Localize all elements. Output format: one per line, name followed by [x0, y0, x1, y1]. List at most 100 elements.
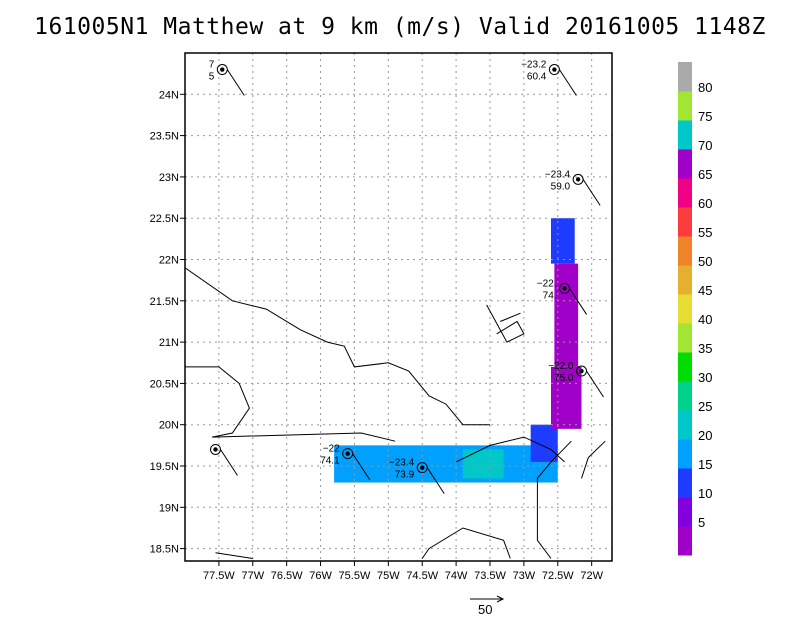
station-marker-center — [213, 447, 218, 452]
y-tick-label: 20.5N — [150, 378, 179, 390]
colorbar-swatch — [678, 410, 692, 440]
station-value: 73.9 — [395, 470, 415, 481]
swath-cell — [551, 366, 582, 429]
swath-cell — [462, 449, 504, 479]
wind-barb — [569, 288, 587, 315]
y-axis-ticks: 18.5N 19N 19.5N 20N 20.5N 21N 21.5N 22N 22.5N 23N… — [150, 89, 185, 556]
colorbar-swatch — [678, 323, 692, 353]
stations: 75−23.260.4−23.459.0−22.74.−22.075.0−227… — [209, 60, 604, 494]
swath-cell — [530, 424, 558, 462]
colorbar-swatch — [678, 497, 692, 527]
colorbar-label: 70 — [698, 138, 712, 153]
colorbar-label: 65 — [698, 167, 712, 182]
x-tick-label: 76W — [309, 570, 332, 582]
wind-barb — [586, 370, 604, 398]
y-tick-label: 22.5N — [150, 213, 179, 225]
y-tick-label: 19N — [159, 502, 179, 514]
coastlines — [185, 267, 606, 559]
station-value: 5 — [209, 72, 215, 83]
y-tick-label: 19.5N — [150, 461, 179, 473]
x-tick-label: 74.5W — [406, 570, 438, 582]
colorbar-swatch — [678, 265, 692, 295]
coastline — [486, 304, 525, 343]
wind-speed-swath — [334, 218, 582, 483]
y-tick-label: 18.5N — [150, 544, 179, 556]
station-value: 60.4 — [527, 72, 547, 83]
chart-title: 161005N1 Matthew at 9 km (m/s) Valid 201… — [34, 14, 766, 40]
station-temperature: −23.2 — [521, 60, 547, 71]
y-tick-label: 21.5N — [150, 296, 179, 308]
coastline — [421, 527, 511, 559]
y-tick-label: 22N — [159, 255, 179, 267]
reference-arrow-head — [496, 595, 505, 603]
colorbar-label: 45 — [698, 283, 712, 298]
coastline — [185, 267, 490, 426]
colorbar-swatch — [678, 120, 692, 150]
colorbar-label: 35 — [698, 341, 712, 356]
colorbar-swatch — [678, 526, 692, 556]
x-tick-label: 74W — [445, 570, 468, 582]
x-tick-label: 77.5W — [203, 570, 235, 582]
colorbar-swatch — [678, 381, 692, 411]
colorbar-swatch — [678, 352, 692, 382]
wind-barb — [558, 69, 577, 96]
station-value: 74.1 — [320, 456, 340, 467]
station-value: 59.0 — [551, 181, 571, 192]
x-axis-ticks: 77.5W 77W 76.5W 76W 75.5W 75W 74.5W 74W 73.5W 73W… — [203, 561, 604, 582]
colorbar-swatch — [678, 62, 692, 92]
colorbar-swatch — [678, 294, 692, 324]
swath-cell — [554, 263, 579, 367]
colorbar: 5 10 15 20 25 30 35 40 45 50 55 60 65 70 75 80 — [678, 62, 712, 556]
colorbar-swatch — [678, 468, 692, 498]
station-temperature: 7 — [209, 60, 215, 71]
x-tick-label: 73W — [513, 570, 536, 582]
swath-cell — [551, 218, 575, 264]
x-tick-label: 76.5W — [271, 570, 303, 582]
x-tick-label: 77W — [241, 570, 264, 582]
colorbar-swatch — [678, 207, 692, 237]
station-marker-center — [345, 451, 350, 456]
station-marker-center — [420, 465, 425, 470]
colorbar-label: 60 — [698, 196, 712, 211]
colorbar-swatch — [678, 439, 692, 469]
colorbar-label: 20 — [698, 428, 712, 443]
y-tick-label: 23.5N — [150, 131, 179, 143]
coastline — [500, 312, 521, 322]
colorbar-label: 80 — [698, 80, 712, 95]
station-marker-center — [579, 368, 584, 374]
x-tick-label: 75W — [377, 570, 400, 582]
swath-cell — [334, 445, 558, 483]
station-temperature: −22. — [537, 278, 557, 289]
colorbar-label: 75 — [698, 109, 712, 124]
wind-barb — [226, 69, 245, 96]
station-temperature: −22.0 — [548, 361, 574, 372]
coastline — [215, 552, 253, 559]
colorbar-label: 30 — [698, 370, 712, 385]
wind-barb — [220, 449, 238, 476]
coastline — [185, 366, 396, 442]
wind-barb — [582, 179, 601, 206]
wind-barb — [352, 453, 371, 480]
x-tick-label: 72.5W — [542, 570, 574, 582]
colorbar-swatch — [678, 178, 692, 208]
station-temperature: −22 — [323, 444, 340, 455]
y-tick-label: 20N — [159, 420, 179, 432]
coastline — [536, 440, 572, 559]
y-tick-label: 23N — [159, 172, 179, 184]
station-value: 75.0 — [554, 373, 574, 384]
x-tick-label: 73.5W — [474, 570, 506, 582]
colorbar-label: 15 — [698, 457, 712, 472]
colorbar-label: 5 — [698, 515, 705, 530]
colorbar-label: 55 — [698, 225, 712, 240]
reference-vector: 50 — [470, 595, 505, 617]
colorbar-swatch — [678, 149, 692, 179]
colorbar-swatch — [678, 91, 692, 121]
coastline — [455, 436, 565, 463]
colorbar-label: 50 — [698, 254, 712, 269]
grid-lines — [185, 53, 612, 561]
station-marker-center — [562, 286, 567, 291]
station-marker-center — [552, 67, 557, 72]
station-value: 74. — [543, 290, 557, 301]
colorbar-label: 40 — [698, 312, 712, 327]
